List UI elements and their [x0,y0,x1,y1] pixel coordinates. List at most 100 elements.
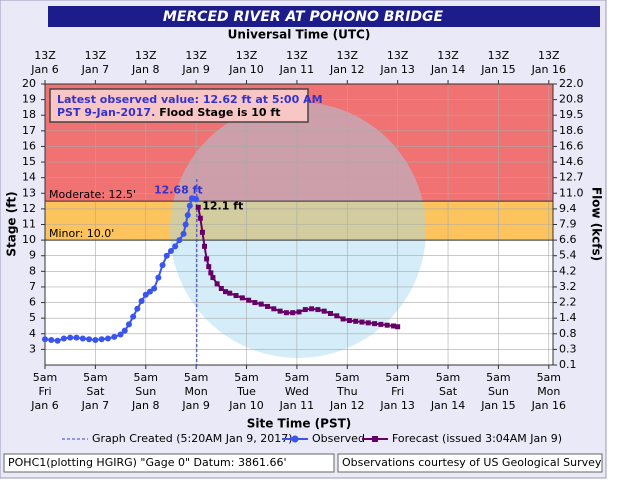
x-tick-date: Jan 9 [181,399,209,412]
footer-right: Observations courtesy of US Geological S… [342,456,602,469]
top-tick-date: Jan 16 [531,63,566,76]
data-point [277,308,283,314]
data-point [395,324,401,330]
data-point [210,275,216,281]
y-tick-label: 17 [22,124,36,137]
data-point [252,300,258,306]
data-point [204,256,210,262]
x-tick-day: Thu [336,385,358,398]
x-tick-date: Jan 15 [480,399,515,412]
data-point [227,290,233,296]
y-tick-label: 20 [22,77,36,90]
data-point [258,301,264,307]
data-point [202,243,208,249]
data-point [218,286,224,292]
data-point [155,274,162,281]
data-point [223,289,229,295]
top-tick-date: Jan 14 [430,63,465,76]
x-tick-label: 5am [486,371,510,384]
top-tick-date: Jan 11 [279,63,314,76]
data-point [321,308,327,314]
data-point [346,318,352,324]
data-point [197,215,203,221]
data-point [138,297,145,304]
data-point [48,337,55,344]
top-tick-date: Jan 10 [228,63,263,76]
top-axis-title: Universal Time (UTC) [228,28,371,42]
top-tick-date: Jan 13 [379,63,414,76]
y-tick-label: 16 [22,139,36,152]
legend-marker [372,436,378,442]
data-point [117,331,124,338]
x-tick-date: Jan 11 [279,399,314,412]
y-tick-label: 13 [22,186,36,199]
top-tick-label: 13Z [185,49,207,62]
y2-tick-label: 5.4 [559,249,577,262]
x-tick-day: Sun [488,385,509,398]
x-tick-label: 5am [537,371,561,384]
data-point [142,291,149,298]
top-tick-label: 13Z [236,49,258,62]
data-point [359,319,365,325]
data-point [92,337,99,344]
data-point [184,212,191,219]
data-point [353,318,359,324]
x-tick-day: Sat [86,385,105,398]
y2-tick-label: 0.8 [559,327,577,340]
y2-axis-title: Flow (kcfs) [590,187,604,261]
data-point [146,288,153,295]
y-tick-label: 3 [29,342,36,355]
x-tick-label: 5am [436,371,460,384]
x-tick-date: Jan 7 [81,399,109,412]
top-tick-label: 13Z [135,49,157,62]
x-tick-day: Wed [285,385,309,398]
watermark [170,102,426,358]
x-tick-day: Tue [236,385,256,398]
data-point [180,230,187,237]
x-tick-date: Jan 16 [531,399,566,412]
data-point [283,310,289,316]
x-tick-day: Fri [38,385,51,398]
top-tick-label: 13Z [337,49,359,62]
flood-band [45,201,553,241]
data-point [176,237,183,244]
y-tick-label: 9 [29,249,36,262]
flood-label: Moderate: 12.5' [49,188,136,201]
data-point [151,285,158,292]
info-text: Flood Stage is 10 ft [159,106,280,119]
y-axis-title: Stage (ft) [5,191,19,256]
y-tick-label: 19 [22,93,36,106]
info-text: PST 9-Jan-2017. Flood Stage is 10 ft [57,106,280,119]
y-tick-label: 11 [22,218,36,231]
data-point [296,309,302,315]
footer-left: POHC1(plotting HGIRG) "Gage 0" Datum: 38… [8,456,286,469]
footer-box [3,453,335,473]
data-point [265,303,271,309]
top-tick-date: Jan 9 [181,63,209,76]
flood-label: Minor: 10.0' [49,227,114,240]
data-point [271,306,277,312]
data-point [73,334,80,341]
y2-tick-label: 22.0 [559,77,584,90]
x-tick-day: Mon [185,385,208,398]
data-point [199,229,205,235]
data-point [246,297,252,303]
data-point [302,307,308,313]
data-point [86,336,93,343]
data-point [290,310,296,316]
top-tick-label: 13Z [387,49,409,62]
data-point [98,336,105,343]
legend-label: Graph Created (5:20AM Jan 9, 2017) [92,432,293,445]
y2-tick-label: 18.6 [559,124,584,137]
x-tick-date: Jan 10 [228,399,263,412]
x-tick-date: Jan 14 [430,399,465,412]
info-box: Latest observed value: 12.62 ft at 5:00 … [49,88,323,123]
y-tick-label: 8 [29,264,36,277]
x-tick-day: Sun [135,385,156,398]
y-tick-label: 14 [22,171,36,184]
data-point [378,321,384,327]
y2-tick-label: 7.9 [559,218,577,231]
x-tick-label: 5am [385,371,409,384]
x-tick-label: 5am [285,371,309,384]
